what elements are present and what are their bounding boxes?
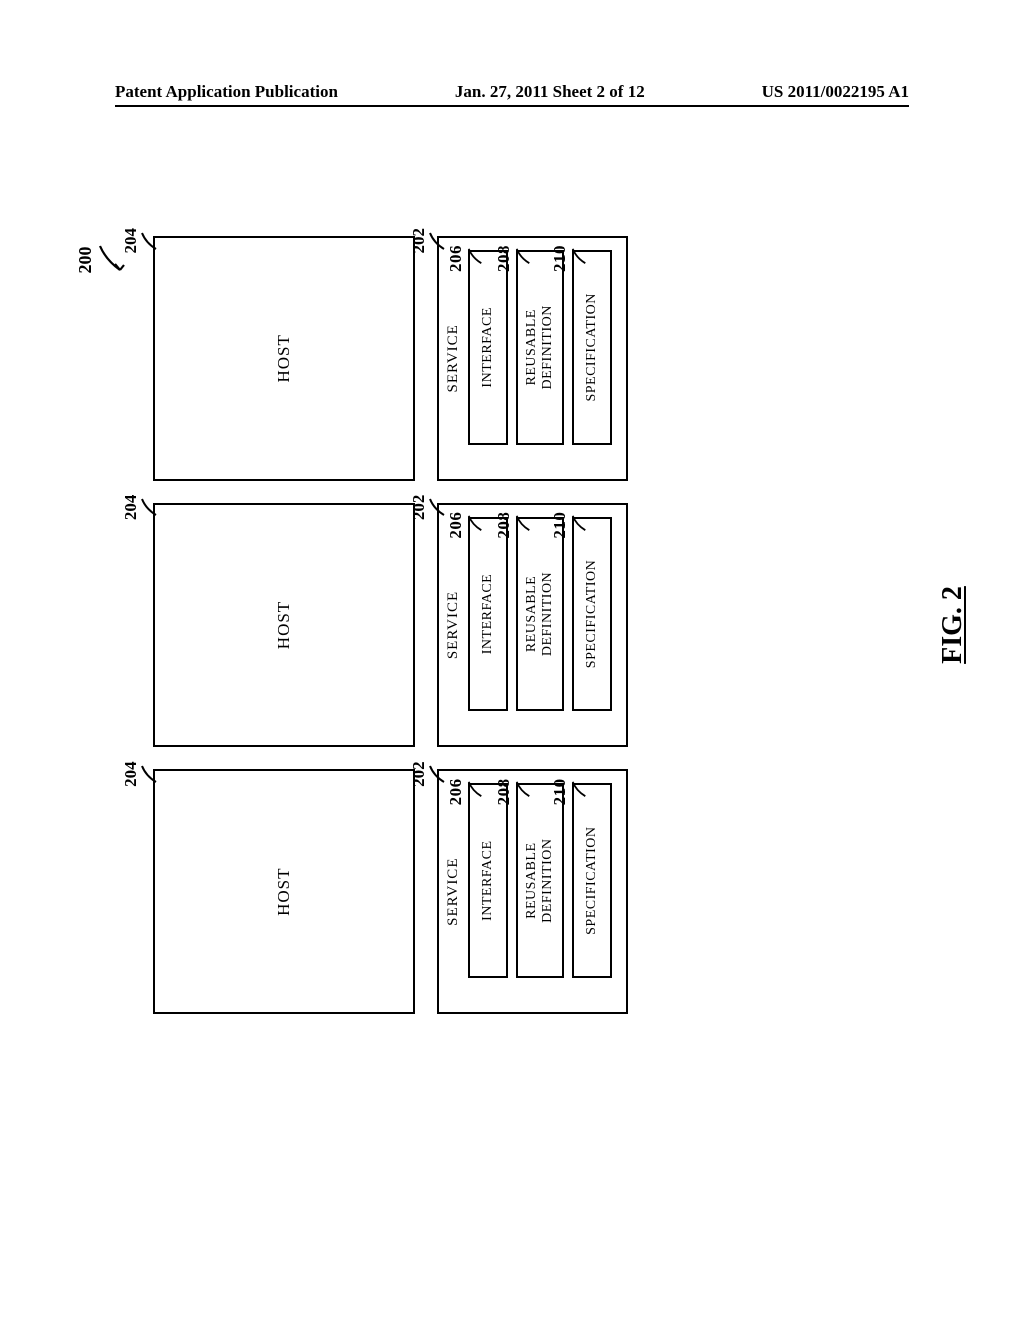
service-item-line: DEFINITION [540, 523, 556, 706]
service-item-line: INTERFACE [480, 789, 496, 972]
service-item-ref-callout: 208 [494, 245, 532, 272]
diagram-column: 204HOST202SERVICEINTERFACE206REUSABLEDEF… [121, 503, 628, 748]
service-item-ref-callout: 210 [550, 778, 588, 805]
host-box: HOST [153, 503, 415, 748]
service-item-box: REUSABLEDEFINITION208 [516, 783, 564, 978]
service-item-line: SPECIFICATION [584, 523, 600, 706]
service-item-line: REUSABLE [524, 256, 540, 439]
header-center: Jan. 27, 2011 Sheet 2 of 12 [455, 82, 645, 102]
header-right: US 2011/0022195 A1 [762, 82, 909, 102]
service-item-line: INTERFACE [480, 256, 496, 439]
service-item-box: SPECIFICATION210 [572, 783, 612, 978]
ref-number: 204 [121, 495, 141, 521]
service-item-box: REUSABLEDEFINITION208 [516, 517, 564, 712]
ref-number: 208 [494, 512, 514, 539]
service-item-box: SPECIFICATION210 [572, 517, 612, 712]
ref-number: 202 [409, 761, 429, 787]
service-box: SERVICEINTERFACE206REUSABLEDEFINITION208… [437, 236, 628, 481]
page-header: Patent Application Publication Jan. 27, … [0, 82, 1024, 102]
ref-number: 206 [446, 245, 466, 272]
figure-diagram: 200 204HOST202SERVICEINTERFACE206REUSABL… [111, 246, 931, 1004]
ref-number: 204 [121, 228, 141, 254]
service-label: SERVICE [439, 505, 468, 746]
service-item-line: DEFINITION [540, 789, 556, 972]
service-item-ref-callout: 206 [446, 778, 484, 805]
ref-number: 202 [409, 495, 429, 521]
ref-number: 206 [446, 778, 466, 805]
service-item-line: SPECIFICATION [584, 256, 600, 439]
service-item-ref-callout: 208 [494, 512, 532, 539]
service-item-box: INTERFACE206 [468, 783, 508, 978]
service-item-box: INTERFACE206 [468, 250, 508, 445]
service-box: SERVICEINTERFACE206REUSABLEDEFINITION208… [437, 503, 628, 748]
service-item-line: INTERFACE [480, 523, 496, 706]
service-inner-stack: INTERFACE206REUSABLEDEFINITION208SPECIFI… [468, 771, 626, 1012]
service-item-line: REUSABLE [524, 789, 540, 972]
service-box: SERVICEINTERFACE206REUSABLEDEFINITION208… [437, 769, 628, 1014]
service-item-ref-callout: 210 [550, 245, 588, 272]
host-box: HOST [153, 236, 415, 481]
ref-number: 210 [550, 245, 570, 272]
service-item-ref-callout: 206 [446, 512, 484, 539]
ref-number: 202 [409, 228, 429, 254]
ref-number: 208 [494, 245, 514, 272]
header-left: Patent Application Publication [115, 82, 338, 102]
service-item-line: SPECIFICATION [584, 789, 600, 972]
figure-caption: FIG. 2 [937, 586, 969, 664]
service-label: SERVICE [439, 771, 468, 1012]
service-inner-stack: INTERFACE206REUSABLEDEFINITION208SPECIFI… [468, 238, 626, 479]
service-label: SERVICE [439, 238, 468, 479]
service-item-box: REUSABLEDEFINITION208 [516, 250, 564, 445]
service-item-ref-callout: 210 [550, 512, 588, 539]
service-item-ref-callout: 206 [446, 245, 484, 272]
service-item-ref-callout: 208 [494, 778, 532, 805]
diagram-column: 204HOST202SERVICEINTERFACE206REUSABLEDEF… [121, 236, 628, 481]
diagram-column: 204HOST202SERVICEINTERFACE206REUSABLEDEF… [121, 769, 628, 1014]
service-inner-stack: INTERFACE206REUSABLEDEFINITION208SPECIFI… [468, 505, 626, 746]
service-item-line: DEFINITION [540, 256, 556, 439]
columns-row: 204HOST202SERVICEINTERFACE206REUSABLEDEF… [121, 236, 628, 1014]
service-item-line: REUSABLE [524, 523, 540, 706]
ref-number: 208 [494, 778, 514, 805]
header-rule [115, 105, 909, 107]
ref-number: 206 [446, 512, 466, 539]
host-box: HOST [153, 769, 415, 1014]
system-ref-number: 200 [75, 247, 96, 274]
ref-number: 210 [550, 512, 570, 539]
ref-number: 204 [121, 761, 141, 787]
service-item-box: INTERFACE206 [468, 517, 508, 712]
service-item-box: SPECIFICATION210 [572, 250, 612, 445]
ref-number: 210 [550, 778, 570, 805]
